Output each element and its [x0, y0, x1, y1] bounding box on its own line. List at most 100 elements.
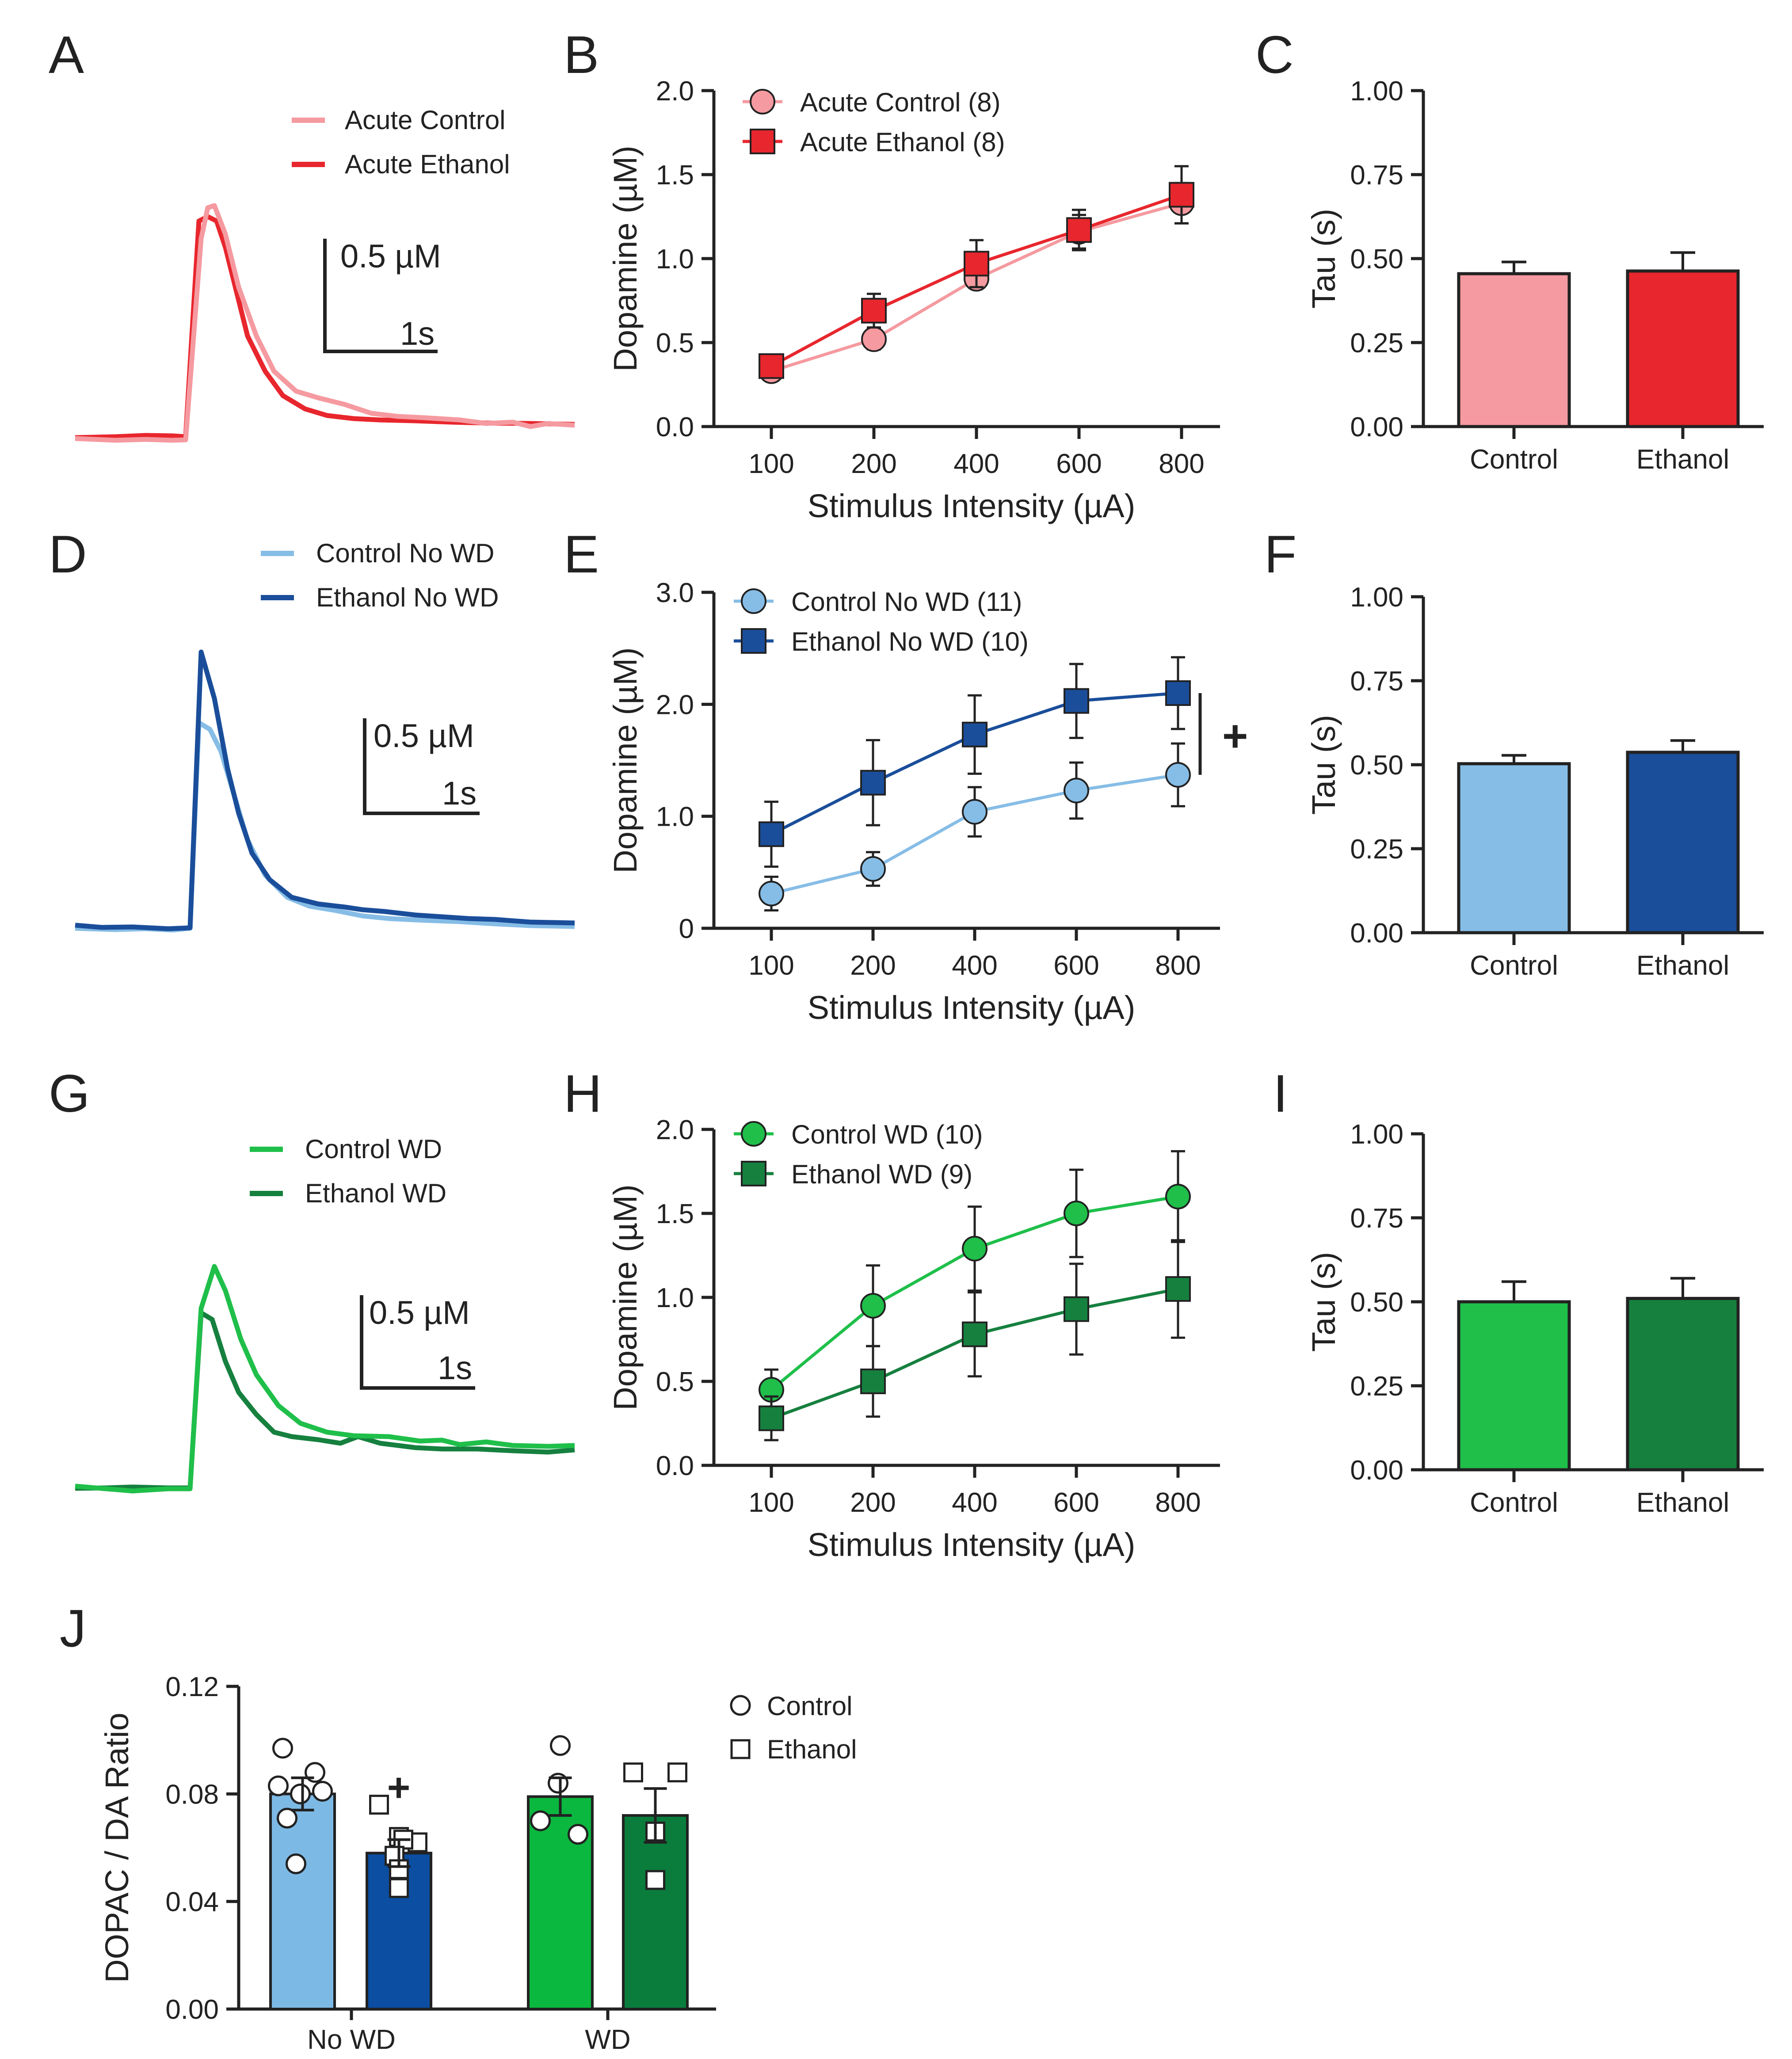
scale-bar-y-label: 0.5 µM: [374, 717, 474, 754]
data-point-control-no-wd-11: [759, 881, 784, 907]
y-axis-title: Dopamine (µM): [607, 145, 644, 371]
data-point-control-wd-10: [1165, 1184, 1191, 1209]
data-point-wd-control: [550, 1735, 571, 1756]
panel-label-h: H: [564, 1064, 602, 1123]
data-point-ethanol-wd-9: [1165, 1276, 1191, 1302]
legend-marker-control-wd-10: [741, 1121, 766, 1147]
x-tick-label: 200: [850, 950, 896, 981]
data-point-no-wd-control: [290, 1783, 311, 1804]
y-tick-label: 0.25: [1350, 834, 1403, 865]
y-tick-label: 0.0: [656, 412, 694, 442]
y-tick-label: 0.75: [1350, 666, 1403, 697]
data-point-control-no-wd-11: [1165, 762, 1191, 788]
data-point-no-wd-control: [272, 1738, 293, 1759]
data-point-control-wd-10: [962, 1235, 988, 1262]
trace-panel-d: Control No WD Ethanol No WD 0.5 µM 1s: [75, 538, 575, 933]
data-point-acute-ethanol-8: [1169, 182, 1194, 208]
x-tick-label: Ethanol: [1636, 1487, 1729, 1518]
data-point-ethanol-no-wd-10: [1064, 688, 1089, 714]
y-tick-label: 1.5: [656, 1199, 694, 1229]
y-axis-title: Tau (s): [1305, 1252, 1342, 1352]
trace-panel-a: Acute Control Acute Ethanol 0.5 µM 1s: [75, 105, 575, 443]
y-tick-label: 0.00: [165, 1994, 219, 2025]
data-point-no-wd-control: [277, 1807, 297, 1829]
legend-marker-ethanol-no-wd-10: [741, 628, 766, 654]
legend-label-acute-control: Acute Control: [345, 105, 506, 135]
y-axis-title: Tau (s): [1305, 209, 1342, 309]
x-tick-label: Control: [1470, 444, 1558, 475]
x-tick-label: 800: [1159, 449, 1204, 479]
x-axis-title: Stimulus Intensity (µA): [808, 1526, 1136, 1563]
bar-control: [1457, 762, 1571, 934]
y-axis-title: Tau (s): [1305, 715, 1342, 815]
scale-bar-x-label: 1s: [438, 1350, 472, 1386]
panel-label-i: I: [1273, 1064, 1288, 1123]
data-point-ethanol-wd-9: [759, 1405, 784, 1431]
data-point-ethanol-wd-9: [1064, 1296, 1089, 1322]
y-tick-label: 0.12: [165, 1672, 219, 1702]
x-tick-label: 600: [1053, 1487, 1099, 1518]
line-chart-e: 0 1.0 2.0 3.0 100 200 400 600 800 Dopamine (µM) St…: [607, 578, 1248, 1026]
x-tick-label: 400: [953, 449, 999, 479]
y-tick-label: 1.5: [656, 160, 694, 191]
legend-label-control: Control: [767, 1691, 852, 1721]
bar-no-wd-control: [269, 1792, 336, 2010]
bar-chart-f: 0.00 0.25 0.50 0.75 1.00 Tau (s) Control Ethano…: [1305, 582, 1764, 981]
bar-control: [1457, 272, 1571, 428]
y-tick-label: 1.00: [1350, 582, 1403, 613]
y-tick-label: 2.0: [656, 76, 694, 107]
legend-marker-ethanol-wd-9: [741, 1161, 766, 1186]
y-tick-label: 0.50: [1350, 750, 1403, 781]
y-tick-label: 0.5: [656, 328, 694, 358]
data-point-no-wd-ethanol: [369, 1795, 389, 1815]
panel-label-b: B: [564, 25, 599, 84]
y-tick-label: 1.0: [656, 1283, 694, 1313]
bar-ethanol: [1626, 1296, 1740, 1472]
data-point-acute-ethanol-8: [759, 353, 784, 379]
data-point-acute-ethanol-8: [861, 297, 887, 324]
data-point-no-wd-control: [268, 1775, 289, 1796]
data-point-ethanol-no-wd-10: [759, 821, 784, 847]
x-tick-label: 400: [952, 1487, 997, 1518]
y-tick-label: 2.0: [656, 1115, 694, 1145]
y-tick-label: 2.0: [656, 690, 694, 720]
y-tick-label: 0.04: [165, 1887, 219, 1918]
x-tick-label: Ethanol: [1636, 950, 1729, 981]
legend-label-ethanol-no-wd-10: Ethanol No WD (10): [791, 627, 1029, 656]
panel-label-f: F: [1264, 525, 1296, 584]
line-chart-h: 0.0 0.5 1.0 1.5 2.0 100 200 400 600 800 Dopamine (…: [607, 1115, 1220, 1563]
legend-marker-control: [730, 1695, 751, 1716]
panel-label-e: E: [564, 525, 599, 584]
y-tick-label: 0: [679, 914, 694, 944]
x-tick-label: Control: [1470, 950, 1558, 981]
data-point-control-no-wd-11: [860, 856, 886, 882]
legend-label-acute-ethanol-8: Acute Ethanol (8): [800, 127, 1005, 157]
x-axis-title: Stimulus Intensity (µA): [808, 989, 1136, 1026]
scale-bar-x-label: 1s: [442, 775, 477, 812]
y-axis-title: Dopamine (µM): [607, 1184, 644, 1410]
bar-chart-c: 0.00 0.25 0.50 0.75 1.00 Tau (s) Control Ethano…: [1305, 76, 1764, 475]
panel-label-c: C: [1255, 25, 1294, 84]
trace-acute-control: [75, 203, 575, 443]
bar-control: [1457, 1300, 1571, 1472]
x-tick-label: 200: [851, 449, 896, 479]
scale-bar-x-label: 1s: [400, 315, 435, 352]
y-tick-label: 0.5: [656, 1367, 694, 1397]
y-axis-title: Dopamine (µM): [607, 647, 644, 873]
data-point-ethanol-no-wd-10: [860, 770, 886, 796]
panel-label-a: A: [49, 25, 84, 84]
legend-marker-control-no-wd-11: [741, 588, 766, 614]
y-tick-label: 0.00: [1350, 918, 1403, 949]
bar-wd-ethanol: [622, 1814, 689, 2010]
data-point-control-wd-10: [1064, 1201, 1089, 1226]
x-tick-label: 100: [748, 950, 794, 981]
legend-marker-ethanol: [730, 1739, 751, 1759]
y-tick-label: 0.08: [165, 1779, 219, 1810]
x-tick-label: 400: [952, 950, 997, 981]
y-tick-label: 0.50: [1350, 1287, 1403, 1318]
x-tick-label: 800: [1155, 1487, 1201, 1518]
data-point-wd-control: [568, 1824, 588, 1845]
data-point-control-no-wd-11: [1064, 778, 1089, 804]
legend-label-control-no-wd-11: Control No WD (11): [791, 587, 1022, 617]
